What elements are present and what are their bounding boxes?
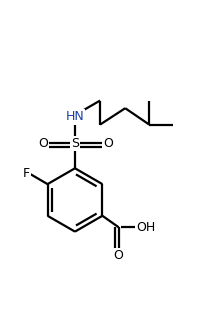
- Text: S: S: [71, 137, 79, 149]
- Text: HN: HN: [66, 111, 84, 123]
- Text: O: O: [114, 249, 124, 262]
- Text: O: O: [103, 137, 113, 149]
- Text: OH: OH: [136, 221, 156, 234]
- Text: O: O: [38, 137, 48, 149]
- Text: F: F: [22, 167, 29, 180]
